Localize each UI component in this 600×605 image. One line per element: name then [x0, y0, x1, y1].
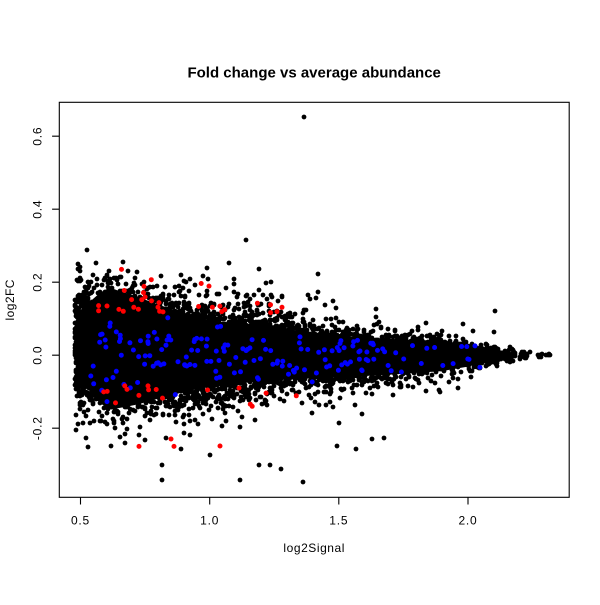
- svg-text:log2Signal: log2Signal: [283, 541, 345, 555]
- svg-text:0.2: 0.2: [30, 273, 44, 292]
- svg-text:0.5: 0.5: [71, 513, 90, 527]
- svg-text:1.0: 1.0: [200, 513, 219, 527]
- svg-text:2.0: 2.0: [458, 513, 477, 527]
- svg-text:0.6: 0.6: [30, 127, 44, 146]
- svg-text:Fold change vs average abundan: Fold change vs average abundance: [187, 65, 440, 82]
- svg-text:log2FC: log2FC: [3, 279, 17, 320]
- svg-text:1.5: 1.5: [329, 513, 348, 527]
- svg-text:0.4: 0.4: [30, 200, 44, 219]
- svg-text:-0.2: -0.2: [30, 416, 44, 440]
- svg-text:0.0: 0.0: [30, 346, 44, 365]
